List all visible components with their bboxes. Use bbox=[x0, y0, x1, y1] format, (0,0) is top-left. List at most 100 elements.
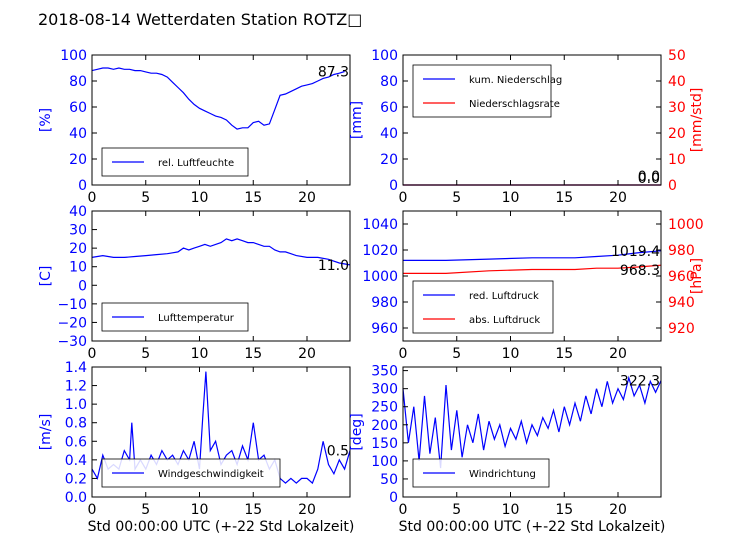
y2-tick-label: 980 bbox=[668, 243, 695, 259]
x-tick-label: 10 bbox=[502, 502, 520, 518]
y-tick-label: 300 bbox=[371, 382, 398, 398]
x-tick-label: 5 bbox=[141, 502, 150, 518]
series-line-pressure-0 bbox=[403, 250, 662, 261]
y-tick-label: 40 bbox=[380, 126, 398, 142]
x-tick-label: 0 bbox=[88, 190, 97, 206]
y2-tick-label: 20 bbox=[668, 126, 686, 142]
series-line-wind_speed-0 bbox=[91, 371, 351, 485]
panel-wind_speed: 0 5 10 15 20 0.0 0.2 0.4 0.6 0.8 1.0 1.2 1.4 [m/s] Std… bbox=[38, 360, 354, 535]
y2-tick-label: 1000 bbox=[668, 217, 704, 233]
axes-frame-precip bbox=[402, 54, 662, 186]
x-tick-label: 10 bbox=[191, 346, 209, 362]
last-value-label: 0.5 bbox=[327, 444, 349, 460]
y2-tick-label: 30 bbox=[668, 100, 686, 116]
y-tick-label: 0.0 bbox=[65, 490, 87, 506]
x-tick-label: 5 bbox=[452, 346, 461, 362]
y-tick-label: −10 bbox=[57, 297, 87, 313]
x-tick-label: 5 bbox=[452, 502, 461, 518]
legend-label: abs. Luftdruck bbox=[469, 315, 540, 326]
legend-label: Lufttemperatur bbox=[158, 313, 235, 324]
y-tick-label: 20 bbox=[380, 152, 398, 168]
y-tick-label: 0 bbox=[389, 178, 398, 194]
x-tick-label: 0 bbox=[399, 346, 408, 362]
x-axis-label: Std 00:00:00 UTC (+-22 Std Lokalzeit) bbox=[399, 519, 666, 535]
y-tick-label: 60 bbox=[380, 100, 398, 116]
y-tick-label: 80 bbox=[380, 74, 398, 90]
y-tick-label: 100 bbox=[371, 48, 398, 64]
y-axis-label: [%] bbox=[38, 108, 54, 132]
legend-label: rel. Luftfeuchte bbox=[158, 158, 234, 169]
panel-pressure: 0 5 10 15 20 960 980 1000 1020 1040 920 940 960 980 10… bbox=[362, 210, 705, 362]
y-tick-label: 1.0 bbox=[65, 397, 87, 413]
x-tick-label: 20 bbox=[609, 502, 627, 518]
y-tick-label: 40 bbox=[69, 204, 87, 220]
x-tick-label: 5 bbox=[141, 346, 150, 362]
y-tick-label: 150 bbox=[371, 436, 398, 452]
y2-tick-label: 40 bbox=[668, 74, 686, 90]
legend-label: Windrichtung bbox=[469, 469, 536, 480]
last-value-label: 11.0 bbox=[318, 258, 349, 274]
x-tick-label: 0 bbox=[88, 346, 97, 362]
y-tick-label: 0.4 bbox=[65, 453, 87, 469]
x-tick-label: 15 bbox=[244, 346, 262, 362]
y-axis-label: [C] bbox=[38, 266, 54, 287]
legend-label: Niederschlagsrate bbox=[469, 99, 560, 110]
last-value-label: 322.3 bbox=[620, 374, 660, 390]
legend-label: red. Luftdruck bbox=[469, 291, 539, 302]
y-tick-label: 100 bbox=[371, 454, 398, 470]
y-tick-label: 30 bbox=[69, 223, 87, 239]
y2-tick-label: 10 bbox=[668, 152, 686, 168]
y-tick-label: 20 bbox=[69, 241, 87, 257]
series-line-humidity-0 bbox=[91, 67, 345, 130]
y-tick-label: −20 bbox=[57, 315, 87, 331]
last-value-label-2: 0.0 bbox=[638, 171, 660, 187]
legend-label: kum. Niederschlag bbox=[469, 75, 562, 86]
y-tick-label: 1.2 bbox=[65, 379, 87, 395]
legend-label: Windgeschwindigkeit bbox=[158, 469, 264, 480]
axes-frame-temperature bbox=[91, 210, 351, 342]
y2-tick-label: 940 bbox=[668, 295, 695, 311]
x-tick-label: 5 bbox=[141, 190, 150, 206]
y-tick-label: 1000 bbox=[362, 269, 398, 285]
last-value-label: 0.0 bbox=[638, 169, 660, 185]
x-tick-label: 10 bbox=[502, 346, 520, 362]
x-axis-label: Std 00:00:00 UTC (+-22 Std Lokalzeit) bbox=[88, 519, 355, 535]
last-value-label-2: 968.3 bbox=[620, 263, 660, 279]
y2-axis-label: [mm/std] bbox=[689, 88, 705, 153]
y-tick-label: 1040 bbox=[362, 217, 398, 233]
y-tick-label: 960 bbox=[371, 321, 398, 337]
x-tick-label: 20 bbox=[298, 346, 316, 362]
y-tick-label: 200 bbox=[371, 418, 398, 434]
x-tick-label: 15 bbox=[555, 346, 573, 362]
x-tick-label: 20 bbox=[609, 346, 627, 362]
y-axis-label: [m/s] bbox=[38, 414, 54, 451]
x-tick-label: 20 bbox=[298, 190, 316, 206]
x-tick-label: 10 bbox=[191, 502, 209, 518]
y-tick-label: 40 bbox=[69, 126, 87, 142]
axes-frame-wind_direction bbox=[402, 366, 662, 498]
y-axis-label: [mm] bbox=[349, 101, 365, 139]
y2-tick-label: 0 bbox=[668, 178, 677, 194]
y-tick-label: 0 bbox=[78, 178, 87, 194]
series-line-pressure-1 bbox=[403, 264, 662, 274]
x-tick-label: 0 bbox=[399, 190, 408, 206]
panel-precip: 0 5 10 15 20 0 20 40 60 80 100 0 10 20 30 40 50 [mm] [mm/s… bbox=[349, 48, 705, 206]
y-tick-label: 980 bbox=[371, 295, 398, 311]
x-tick-label: 0 bbox=[88, 502, 97, 518]
axes-frame-wind_speed bbox=[91, 366, 351, 498]
y-tick-label: 250 bbox=[371, 400, 398, 416]
panel-temperature: 0 5 10 15 20 −30 −20 −10 0 10 20 30 40 [C] Lufttempera… bbox=[38, 204, 351, 362]
y-tick-label: 20 bbox=[69, 152, 87, 168]
y2-tick-label: 960 bbox=[668, 269, 695, 285]
y-tick-label: 50 bbox=[380, 472, 398, 488]
x-tick-label: 15 bbox=[244, 502, 262, 518]
y-tick-label: 1020 bbox=[362, 243, 398, 259]
x-tick-label: 15 bbox=[244, 190, 262, 206]
y2-tick-label: 50 bbox=[668, 48, 686, 64]
x-tick-label: 10 bbox=[191, 190, 209, 206]
y-tick-label: 0.8 bbox=[65, 416, 87, 432]
panel-humidity: 0 5 10 15 20 0 20 40 60 80 100 [%] rel. Luftfeuchte 8… bbox=[38, 48, 351, 206]
y-tick-label: 0.6 bbox=[65, 434, 87, 450]
series-line-temperature-0 bbox=[91, 238, 351, 266]
